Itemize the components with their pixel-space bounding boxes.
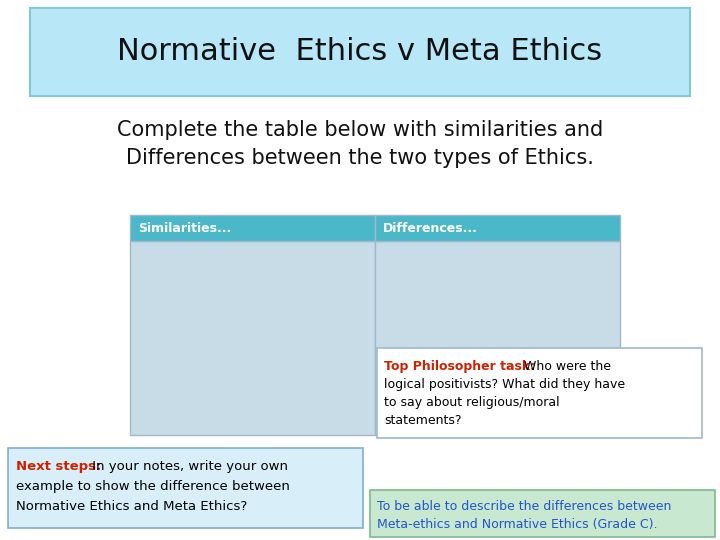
Text: statements?: statements? (384, 414, 462, 427)
Text: logical positivists? What did they have: logical positivists? What did they have (384, 378, 625, 391)
FancyBboxPatch shape (130, 241, 375, 435)
Text: Meta-ethics and Normative Ethics (Grade C).: Meta-ethics and Normative Ethics (Grade … (377, 518, 657, 531)
Text: In your notes, write your own: In your notes, write your own (88, 460, 288, 473)
Text: example to show the difference between: example to show the difference between (16, 480, 290, 493)
FancyBboxPatch shape (377, 348, 702, 438)
FancyBboxPatch shape (30, 8, 690, 96)
Text: to say about religious/moral: to say about religious/moral (384, 396, 559, 409)
Text: Differences...: Differences... (383, 221, 478, 234)
Text: Next steps:: Next steps: (16, 460, 102, 473)
Text: Differences between the two types of Ethics.: Differences between the two types of Eth… (126, 148, 594, 168)
Text: Complete the table below with similarities and: Complete the table below with similariti… (117, 120, 603, 140)
Text: Similarities...: Similarities... (138, 221, 231, 234)
FancyBboxPatch shape (370, 490, 715, 537)
FancyBboxPatch shape (130, 215, 375, 241)
FancyBboxPatch shape (375, 241, 620, 435)
FancyBboxPatch shape (8, 448, 363, 528)
Text: Normative  Ethics v Meta Ethics: Normative Ethics v Meta Ethics (117, 37, 603, 66)
Text: Who were the: Who were the (516, 360, 611, 373)
Text: Top Philosopher task:: Top Philosopher task: (384, 360, 535, 373)
FancyBboxPatch shape (375, 215, 620, 241)
Text: To be able to describe the differences between: To be able to describe the differences b… (377, 500, 671, 513)
Text: Normative Ethics and Meta Ethics?: Normative Ethics and Meta Ethics? (16, 500, 247, 513)
